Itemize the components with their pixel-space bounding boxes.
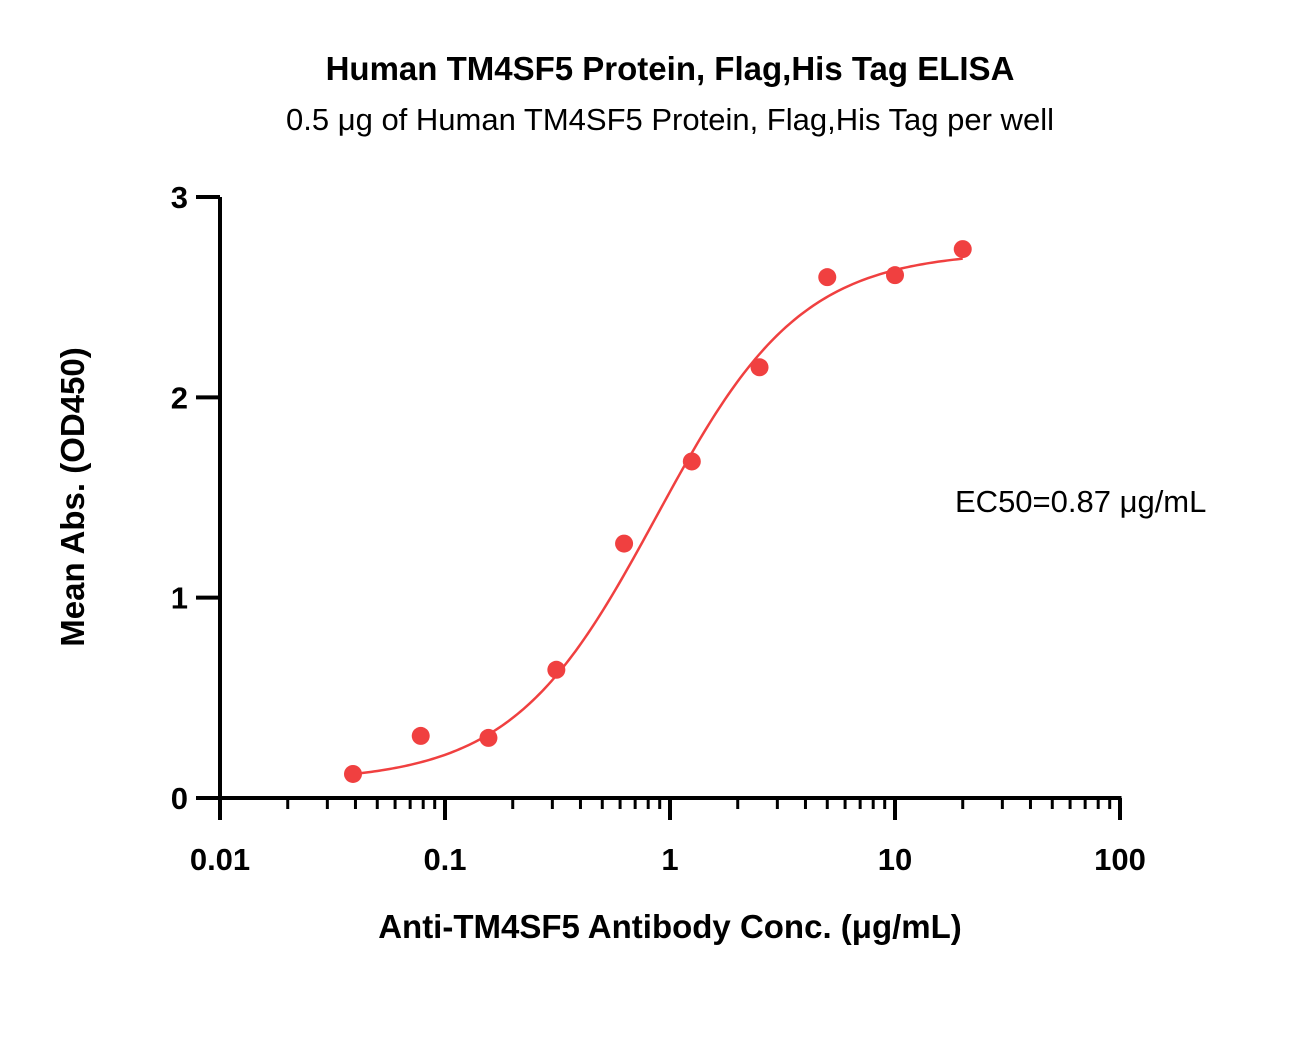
data-point (615, 534, 634, 553)
fit-curve (352, 257, 963, 776)
data-point (547, 660, 566, 679)
data-point (750, 358, 769, 377)
plot-area: 0.01 0.1 1 10 100 0 1 2 3 (171, 180, 1146, 877)
x-tick-label: 0.1 (423, 842, 466, 877)
y-axis-label: Mean Abs. (OD450) (54, 347, 91, 647)
y-tick-label: 1 (171, 581, 188, 616)
data-point (818, 268, 837, 287)
data-point (682, 452, 701, 471)
data-point (886, 266, 904, 285)
x-tick-label: 100 (1094, 842, 1146, 877)
ec50-annotation: EC50=0.87 μg/mL (955, 484, 1206, 519)
y-tick-label: 2 (171, 380, 188, 415)
chart-subtitle: 0.5 μg of Human TM4SF5 Protein, Flag,His… (286, 102, 1054, 137)
data-point (953, 240, 972, 259)
x-axis-label: Anti-TM4SF5 Antibody Conc. (μg/mL) (378, 908, 962, 945)
y-tick-label: 0 (171, 781, 188, 816)
data-point (479, 728, 498, 747)
y-tick-label: 3 (171, 180, 188, 215)
x-tick-label: 10 (878, 842, 912, 877)
data-point (411, 726, 430, 745)
x-tick-label: 0.01 (190, 842, 250, 877)
x-tick-label: 1 (661, 842, 678, 877)
data-point (343, 764, 362, 783)
chart-title: Human TM4SF5 Protein, Flag,His Tag ELISA (326, 50, 1015, 87)
